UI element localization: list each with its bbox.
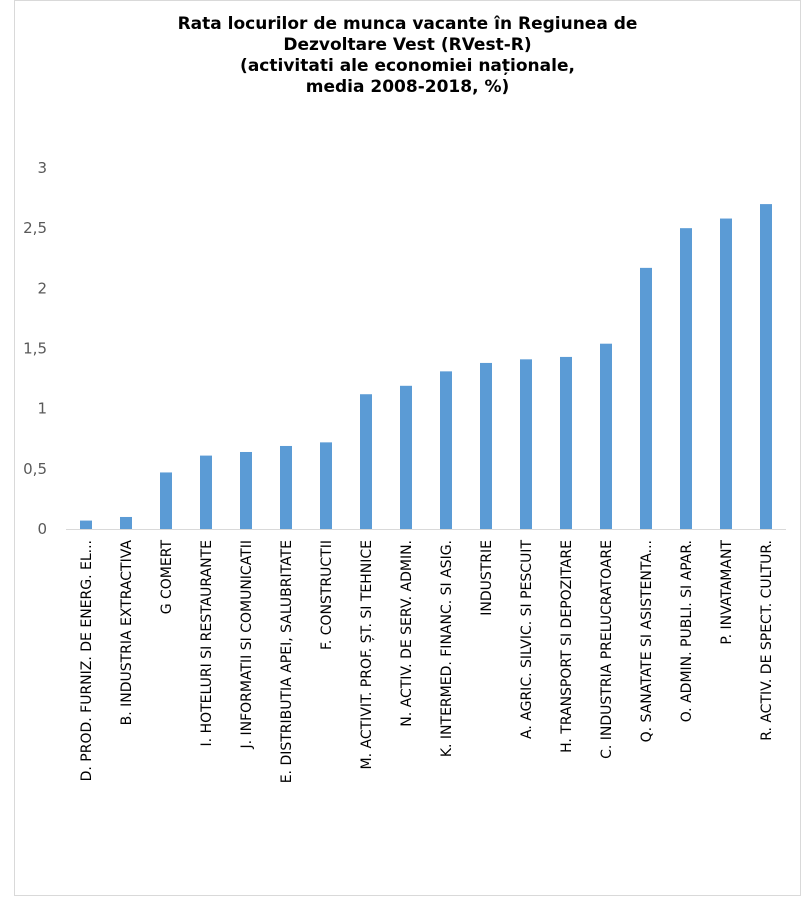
x-category-label: D. PROD. FURNIZ. DE ENERG. EL... bbox=[79, 540, 95, 781]
bar bbox=[160, 472, 172, 529]
x-category-label: N. ACTIV. DE SERV. ADMIN. bbox=[399, 540, 415, 727]
x-category-label: H. TRANSPORT SI DEPOZITARE bbox=[559, 540, 575, 753]
bar bbox=[760, 204, 772, 529]
bar bbox=[440, 371, 452, 529]
bar bbox=[560, 356, 572, 529]
bar bbox=[400, 385, 412, 529]
x-category-label: R. ACTIV. DE SPECT. CULTUR. bbox=[759, 540, 775, 741]
y-tick-label: 0 bbox=[37, 520, 47, 538]
y-tick-label: 1 bbox=[37, 400, 47, 418]
y-tick-label: 2,5 bbox=[23, 219, 47, 237]
bar bbox=[120, 516, 132, 529]
bar bbox=[280, 445, 292, 529]
x-category-label: P. INVATAMANT bbox=[719, 540, 735, 645]
x-category-label: G COMERT bbox=[159, 540, 175, 615]
bar bbox=[640, 267, 652, 529]
bar bbox=[680, 228, 692, 529]
bar bbox=[80, 520, 92, 529]
x-category-label: E. DISTRIBUTIA APEI, SALUBRITATE bbox=[279, 540, 295, 783]
bar bbox=[600, 343, 612, 529]
y-tick-label: 3 bbox=[37, 159, 47, 177]
x-category-label: Q. SANATATE SI ASISTENTA... bbox=[639, 540, 655, 742]
x-category-label: K. INTERMED. FINANC. SI ASIG. bbox=[439, 540, 455, 757]
x-category-label: A. AGRIC. SILVIC. SI PESCUIT bbox=[519, 540, 535, 739]
y-tick-label: 0,5 bbox=[23, 460, 47, 478]
x-category-label: J. INFORMATII SI COMUNICATII bbox=[239, 540, 255, 750]
bar bbox=[720, 218, 732, 530]
chart-title-line-2: Dezvoltare Vest (RVest-R) bbox=[283, 35, 532, 55]
bar bbox=[240, 451, 252, 529]
bar bbox=[520, 359, 532, 529]
bar bbox=[200, 455, 212, 529]
x-category-label: C. INDUSTRIA PRELUCRATOARE bbox=[599, 540, 615, 759]
y-tick-label: 1,5 bbox=[23, 340, 47, 358]
x-category-label: O. ADMIN. PUBLI. SI APAR. bbox=[679, 540, 695, 722]
x-category-label: F. CONSTRUCTII bbox=[319, 540, 335, 650]
y-tick-label: 2 bbox=[37, 279, 47, 297]
bar bbox=[360, 394, 372, 529]
chart-title: Rata locurilor de munca vacante în Regiu… bbox=[14, 14, 801, 98]
chart-title-line-4: media 2008-2018, %) bbox=[305, 77, 510, 97]
x-category-label: INDUSTRIE bbox=[479, 540, 495, 616]
x-category-label: I. HOTELURI SI RESTAURANTE bbox=[199, 540, 215, 746]
x-category-label: M. ACTIVIT. PROF. ȘT. SI TEHNICE bbox=[359, 540, 375, 769]
bar bbox=[480, 362, 492, 529]
chart-title-line-1: Rata locurilor de munca vacante în Regiu… bbox=[177, 14, 638, 34]
bar bbox=[320, 442, 332, 529]
chart-title-line-3: (activitati ale economiei naționale, bbox=[240, 56, 575, 76]
x-category-label: B. INDUSTRIA EXTRACTIVA bbox=[119, 540, 135, 726]
